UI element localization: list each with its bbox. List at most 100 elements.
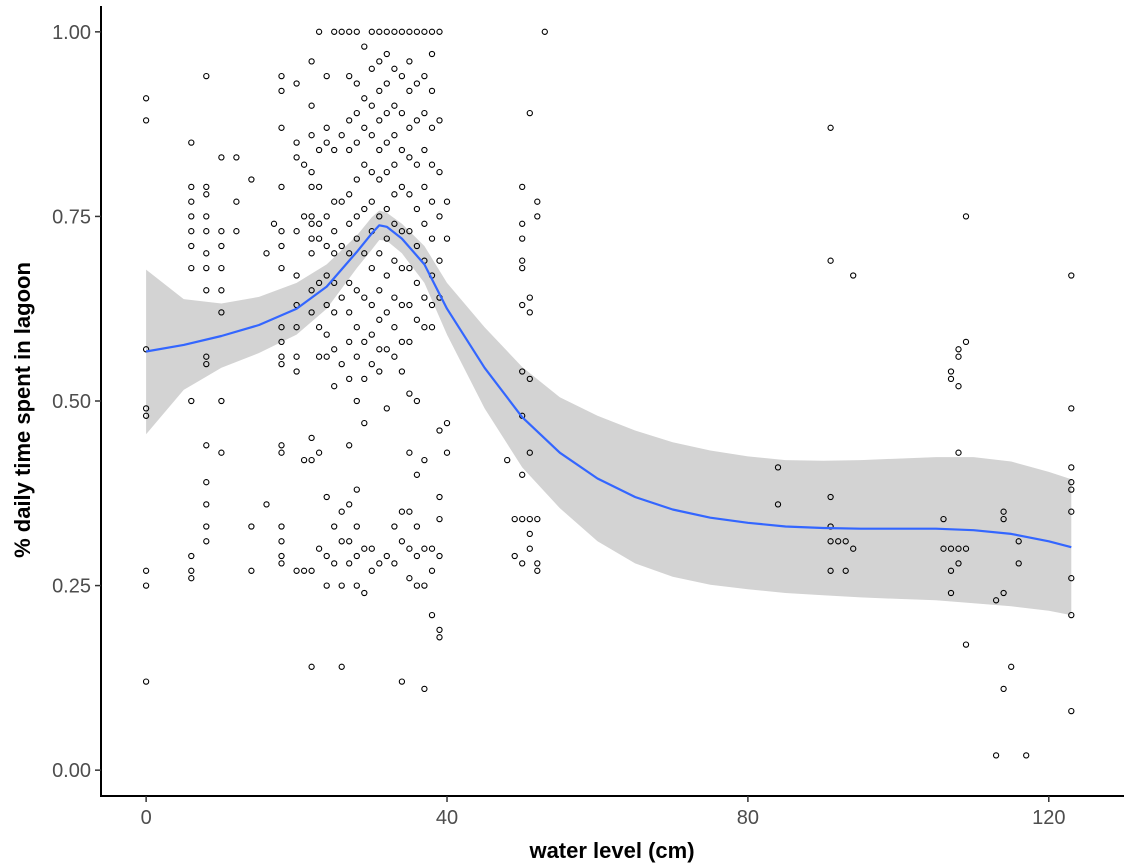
data-point <box>203 287 210 294</box>
data-point <box>263 501 270 508</box>
data-point <box>368 65 375 72</box>
data-point <box>1068 575 1075 582</box>
data-point <box>188 228 195 235</box>
data-point <box>308 102 315 109</box>
data-point <box>315 449 323 456</box>
data-point <box>315 28 323 35</box>
y-tick-label: 0.00 <box>52 760 91 782</box>
data-point <box>278 523 285 530</box>
data-point <box>368 264 375 272</box>
data-point <box>346 250 353 257</box>
data-point <box>218 242 225 250</box>
data-point <box>203 183 210 191</box>
data-point <box>368 360 375 368</box>
data-point <box>391 560 398 567</box>
data-point <box>436 552 443 560</box>
data-point <box>308 213 315 220</box>
data-point <box>376 117 383 124</box>
data-point <box>774 501 782 508</box>
data-point <box>526 375 533 383</box>
data-point <box>323 124 330 131</box>
data-point <box>353 582 360 589</box>
data-point <box>188 575 195 582</box>
data-point <box>142 678 150 685</box>
data-point <box>406 508 413 515</box>
data-point <box>278 72 285 80</box>
data-point <box>955 449 962 456</box>
data-point <box>376 560 383 567</box>
data-point <box>338 538 345 545</box>
data-point <box>947 589 955 597</box>
data-point <box>406 390 413 397</box>
data-point <box>962 338 970 346</box>
data-point <box>346 117 353 124</box>
data-point <box>827 567 834 574</box>
data-point <box>270 220 278 227</box>
data-point <box>300 567 308 574</box>
data-point <box>443 235 451 242</box>
data-point <box>940 545 947 552</box>
data-point <box>315 324 323 331</box>
data-point <box>406 449 413 456</box>
data-point <box>308 287 315 294</box>
data-point <box>278 324 285 331</box>
axes-layer: 0 40 80 120 0.00 0.25 0.50 0.75 1.00 <box>52 6 1124 829</box>
data-point <box>1068 405 1075 412</box>
data-point <box>428 161 436 168</box>
data-point <box>368 102 375 109</box>
data-point <box>398 109 406 117</box>
data-point <box>1068 464 1075 471</box>
data-point <box>368 132 375 139</box>
data-point <box>203 360 210 368</box>
data-point <box>406 228 413 235</box>
data-point <box>519 183 526 191</box>
data-point <box>421 28 428 35</box>
x-tick-label: 40 <box>436 807 458 829</box>
data-point <box>188 264 195 272</box>
y-tick-label: 0.75 <box>52 206 91 228</box>
data-point <box>323 582 330 589</box>
data-point <box>323 213 330 220</box>
data-point <box>534 213 541 220</box>
data-point <box>248 567 255 574</box>
data-point <box>391 523 398 530</box>
data-point <box>278 353 285 360</box>
data-point <box>428 87 436 95</box>
data-point <box>391 132 398 139</box>
data-point <box>428 567 436 574</box>
data-point <box>308 567 315 574</box>
data-point <box>519 368 526 375</box>
data-point <box>346 191 353 198</box>
data-point <box>436 213 443 220</box>
data-point <box>406 87 413 95</box>
data-point <box>406 191 413 198</box>
data-point <box>361 375 368 383</box>
data-point <box>534 560 541 567</box>
data-point <box>353 523 360 530</box>
data-point <box>218 264 225 272</box>
data-point <box>511 515 518 523</box>
data-point <box>947 375 955 383</box>
data-point <box>346 538 353 545</box>
data-point <box>1068 611 1075 619</box>
data-point <box>203 479 210 486</box>
data-point <box>323 331 330 338</box>
data-point <box>504 456 511 464</box>
data-point <box>142 405 150 412</box>
y-tick-label: 0.25 <box>52 576 91 598</box>
data-point <box>308 220 315 227</box>
data-point <box>1068 707 1075 715</box>
data-point <box>955 353 962 360</box>
data-point <box>383 272 390 279</box>
data-point <box>421 294 428 301</box>
data-point <box>361 95 368 102</box>
data-point <box>308 250 315 257</box>
data-point <box>534 567 541 574</box>
data-point <box>203 191 210 198</box>
data-point <box>406 545 413 552</box>
data-point <box>331 346 338 353</box>
data-point <box>526 545 533 552</box>
data-point <box>391 65 398 72</box>
data-point <box>346 220 353 227</box>
data-point <box>443 198 451 205</box>
